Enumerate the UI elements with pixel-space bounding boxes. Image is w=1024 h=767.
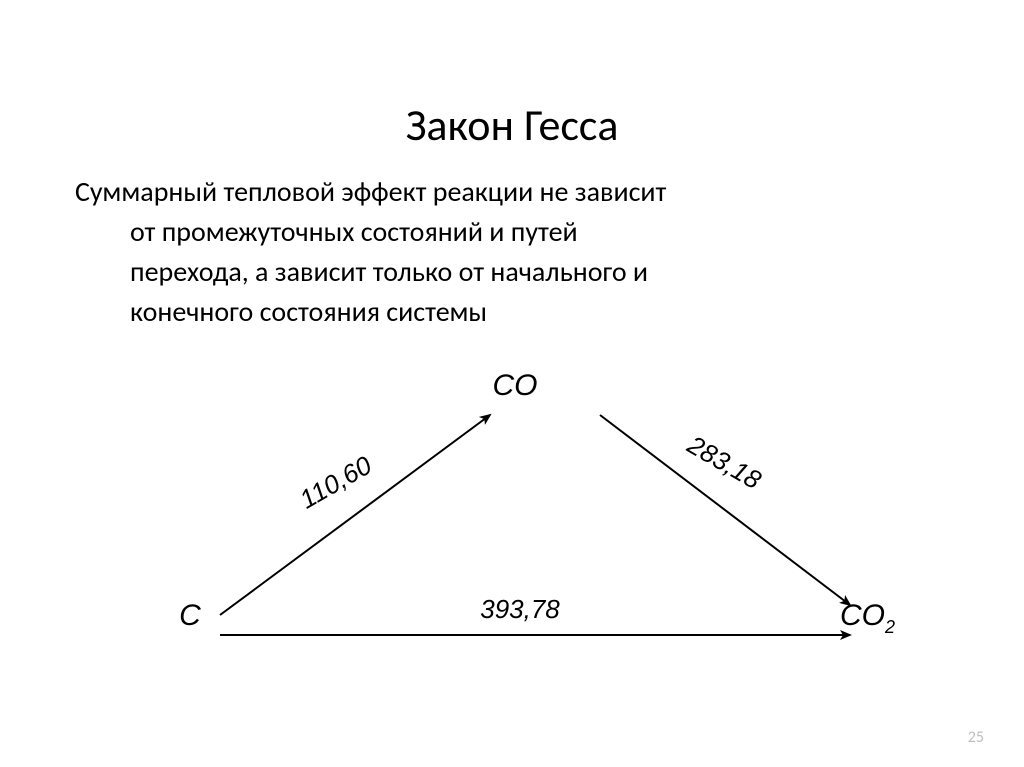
node-co2-sub: 2 xyxy=(884,617,895,637)
para-line-4: конечного состояния системы xyxy=(130,292,666,332)
node-c: C xyxy=(179,599,201,632)
law-description: Суммарный тепловой эффект реакции не зав… xyxy=(130,172,666,332)
arrow-co-co2 xyxy=(600,415,850,605)
edge-c-to-co2: 393,78 xyxy=(220,594,850,635)
node-co2-main: CO xyxy=(840,599,885,632)
edge-label-c-co2: 393,78 xyxy=(480,594,560,624)
edge-co-to-co2: 283,18 xyxy=(600,415,850,605)
edge-label-c-co: 110,60 xyxy=(294,450,377,515)
edge-c-to-co: 110,60 xyxy=(220,415,490,615)
para-line-2: от промежуточных состояний и путей xyxy=(130,212,666,252)
page-title: Закон Гесса xyxy=(0,98,1024,152)
para-line-3: перехода, а зависит только от начального… xyxy=(130,252,666,292)
para-line-1: Суммарный тепловой эффект реакции не зав… xyxy=(75,172,666,212)
node-co2: CO2 xyxy=(840,599,895,637)
edge-label-co-co2: 283,18 xyxy=(682,429,767,496)
hess-law-diagram: 110,60 283,18 393,78 C CO CO2 xyxy=(100,360,920,660)
page-number: 25 xyxy=(968,728,984,747)
node-co: CO xyxy=(493,369,538,402)
arrow-c-co xyxy=(220,415,490,615)
